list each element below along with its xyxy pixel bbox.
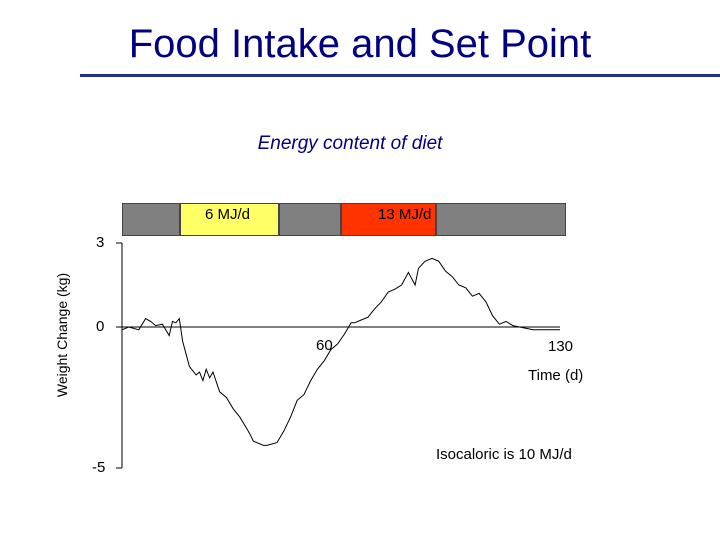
weight-series-line bbox=[121, 257, 560, 446]
chart-title: Energy content of diet bbox=[257, 133, 443, 154]
x-tick-label-60: 60 bbox=[316, 337, 333, 354]
isocaloric-annotation: Isocaloric is 10 MJ/d bbox=[436, 446, 572, 463]
diet-segment-baseline-2 bbox=[279, 203, 341, 236]
title-divider bbox=[80, 74, 720, 77]
diet-label-13mj: 13 MJ/d bbox=[378, 206, 432, 223]
diet-segment-baseline-1 bbox=[122, 203, 181, 236]
diet-segment-13mj bbox=[340, 203, 437, 236]
y-tick-label-0: 0 bbox=[96, 318, 105, 335]
y-axis-label: Weight Change (kg) bbox=[54, 272, 70, 398]
slide-title: Food Intake and Set Point bbox=[128, 22, 592, 66]
x-tick-label-130: 130 bbox=[548, 338, 574, 355]
x-axis-label: Time (d) bbox=[528, 367, 584, 384]
y-tick-label-3: 3 bbox=[96, 234, 105, 251]
y-tick-label-neg5: -5 bbox=[92, 459, 106, 476]
diet-label-6mj: 6 MJ/d bbox=[205, 206, 251, 223]
diet-segment-baseline-3 bbox=[436, 203, 566, 236]
diet-segment-6mj bbox=[180, 203, 280, 236]
